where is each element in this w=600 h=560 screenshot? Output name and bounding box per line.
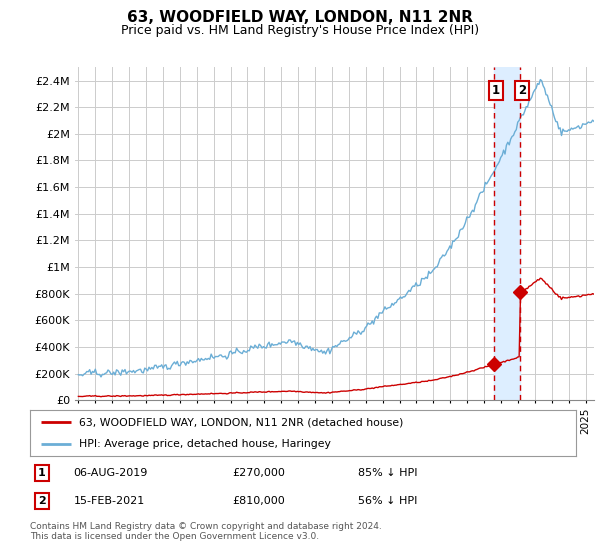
Text: 1: 1 [38, 468, 46, 478]
Text: 15-FEB-2021: 15-FEB-2021 [74, 496, 145, 506]
Text: £270,000: £270,000 [232, 468, 285, 478]
Text: Price paid vs. HM Land Registry's House Price Index (HPI): Price paid vs. HM Land Registry's House … [121, 24, 479, 36]
Text: 85% ↓ HPI: 85% ↓ HPI [358, 468, 417, 478]
Text: 63, WOODFIELD WAY, LONDON, N11 2NR: 63, WOODFIELD WAY, LONDON, N11 2NR [127, 10, 473, 25]
Text: 56% ↓ HPI: 56% ↓ HPI [358, 496, 417, 506]
Text: Contains HM Land Registry data © Crown copyright and database right 2024.
This d: Contains HM Land Registry data © Crown c… [30, 522, 382, 542]
Text: 2: 2 [38, 496, 46, 506]
Text: £810,000: £810,000 [232, 496, 285, 506]
Text: 06-AUG-2019: 06-AUG-2019 [74, 468, 148, 478]
Text: 2: 2 [518, 84, 526, 97]
Text: HPI: Average price, detached house, Haringey: HPI: Average price, detached house, Hari… [79, 439, 331, 449]
Text: 63, WOODFIELD WAY, LONDON, N11 2NR (detached house): 63, WOODFIELD WAY, LONDON, N11 2NR (deta… [79, 417, 404, 427]
Text: 1: 1 [492, 84, 500, 97]
Bar [494, 67, 520, 400]
